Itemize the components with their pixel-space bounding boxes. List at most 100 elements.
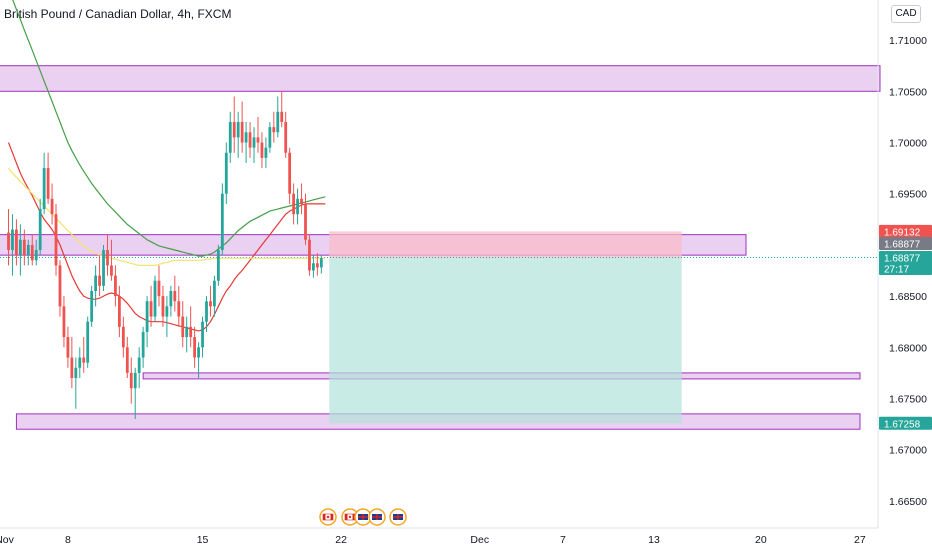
canada-flag-icon	[341, 508, 359, 526]
candle-body	[129, 372, 133, 389]
reward-area	[329, 257, 682, 424]
candle-body	[288, 152, 292, 194]
candle-body	[22, 239, 26, 256]
candle	[153, 275, 157, 322]
candle	[272, 111, 276, 143]
candle-body	[110, 265, 113, 276]
candle	[292, 183, 296, 225]
candle	[197, 342, 200, 379]
candle	[177, 285, 181, 327]
candle-body	[38, 209, 42, 251]
candle	[260, 132, 264, 169]
flag-band	[330, 514, 333, 520]
y-tick-label: 1.68000	[889, 342, 927, 354]
candle-body	[11, 229, 14, 251]
candle-body	[268, 127, 272, 148]
candle	[106, 234, 109, 276]
candle-body	[181, 316, 185, 338]
candle	[312, 255, 315, 278]
candle-body	[209, 301, 212, 307]
candle	[50, 183, 54, 225]
candle	[308, 234, 311, 276]
candle-body	[264, 147, 268, 158]
candle	[300, 183, 303, 215]
candle-body	[50, 198, 54, 215]
candle	[149, 285, 153, 327]
candle	[129, 357, 133, 404]
candle-body	[157, 280, 161, 297]
candle	[26, 239, 30, 266]
price-tag-text: 1.69132	[884, 227, 921, 238]
candle	[205, 296, 208, 332]
candle	[90, 285, 94, 327]
candle	[15, 219, 18, 266]
candle-body	[145, 301, 149, 332]
candle-body	[62, 306, 66, 338]
candle-body	[42, 168, 46, 210]
candle-body	[220, 193, 224, 251]
candle-body	[205, 301, 208, 322]
y-tick-label: 1.66500	[889, 496, 927, 508]
candle	[94, 265, 98, 307]
x-tick-label: 20	[755, 534, 767, 546]
candle	[110, 239, 113, 281]
y-tick-label: 1.68500	[889, 291, 927, 303]
candle	[86, 316, 90, 368]
price-tag-text: 1.67258	[884, 419, 921, 430]
maple-leaf	[326, 515, 330, 519]
short-position-tool[interactable]	[0, 231, 878, 424]
candle	[22, 229, 26, 266]
candle	[264, 137, 268, 169]
candle-body	[58, 265, 62, 307]
candle-body	[224, 152, 228, 194]
x-tick-label: 27	[854, 534, 866, 546]
candle-body	[7, 232, 10, 251]
ma_mid-line	[8, 167, 326, 266]
candle	[236, 111, 240, 158]
zone-1	[0, 65, 881, 92]
candle	[114, 265, 117, 307]
candle-body	[272, 127, 276, 133]
candle	[70, 337, 74, 389]
candle-body	[74, 367, 78, 379]
candles	[7, 91, 323, 419]
candle	[62, 296, 66, 348]
candle-body	[86, 321, 90, 363]
candle-body	[201, 321, 204, 348]
candle-body	[26, 244, 30, 256]
y-tick-label: 1.70000	[889, 138, 927, 150]
candle-body	[106, 250, 109, 266]
candle-body	[54, 214, 58, 266]
candle	[78, 347, 82, 379]
candle-body	[46, 168, 50, 199]
y-tick-label: 1.67500	[889, 394, 927, 406]
candle-body	[173, 290, 177, 302]
candle-body	[276, 111, 280, 133]
candle-body	[240, 122, 244, 143]
candle	[157, 265, 161, 307]
candle-body	[292, 193, 296, 215]
candle	[220, 183, 224, 256]
candle	[141, 326, 145, 368]
candle-body	[236, 122, 240, 138]
maple-leaf	[348, 515, 352, 519]
candle	[240, 101, 244, 153]
currency-button[interactable]: CAD	[891, 5, 921, 23]
candle	[224, 142, 228, 204]
candle-body	[319, 258, 323, 268]
y-tick-label: 1.71000	[889, 35, 927, 47]
candle	[145, 296, 149, 348]
candle	[280, 91, 284, 128]
candle-body	[125, 347, 129, 373]
candle	[74, 357, 78, 409]
x-tick-label: 15	[197, 534, 209, 546]
candle	[11, 214, 14, 276]
candle-body	[256, 137, 260, 143]
candle-body	[228, 122, 232, 153]
candle-body	[312, 263, 315, 271]
candle-body	[149, 301, 153, 317]
candle	[288, 147, 292, 204]
candle-body	[30, 244, 34, 261]
